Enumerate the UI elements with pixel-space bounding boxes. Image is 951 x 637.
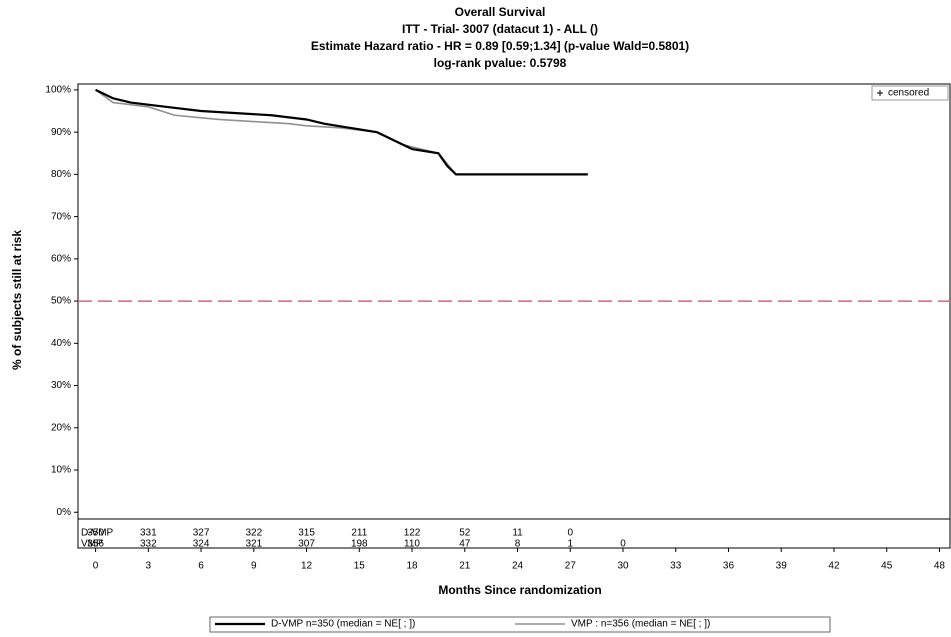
x-tick-label: 12 [301, 561, 313, 572]
x-tick-label: 18 [406, 561, 418, 572]
y-tick-label: 20% [51, 422, 71, 433]
risk-count: 321 [245, 539, 262, 550]
risk-row-label: VMP [81, 539, 103, 550]
y-tick-label: 50% [51, 296, 71, 307]
risk-count: 1 [567, 539, 573, 550]
x-tick-label: 9 [251, 561, 257, 572]
y-tick-label: 10% [51, 465, 71, 476]
y-tick-label: 80% [51, 169, 71, 180]
risk-count: 211 [351, 528, 367, 539]
x-tick-label: 33 [670, 561, 682, 572]
risk-count: 322 [245, 528, 262, 539]
x-tick-label: 0 [93, 561, 99, 572]
y-tick-label: 60% [51, 253, 71, 264]
y-tick-label: 0% [57, 507, 72, 518]
risk-count: 324 [193, 539, 210, 550]
risk-count: 8 [515, 539, 521, 550]
risk-count: 47 [459, 539, 471, 550]
risk-count: 110 [404, 539, 420, 550]
survival-curve [95, 89, 571, 176]
censor-legend [871, 85, 949, 101]
x-tick-label: 15 [354, 561, 366, 572]
x-tick-label: 27 [565, 561, 577, 572]
x-tick-label: 24 [512, 561, 524, 572]
x-tick-label: 21 [459, 561, 471, 572]
risk-count: 0 [620, 539, 626, 550]
x-tick-label: 42 [828, 561, 840, 572]
risk-count: 350 [87, 528, 104, 539]
risk-row-label: D-VMP [81, 528, 114, 539]
risk-count: 11 [512, 528, 523, 539]
risk-count: 122 [404, 528, 421, 539]
chart-subtitle: ITT - Trial- 3007 (datacut 1) - ALL () [402, 22, 598, 36]
y-tick-label: 90% [51, 127, 71, 138]
x-axis-title: Months Since randomization [438, 583, 601, 597]
y-tick-label: 30% [51, 380, 71, 391]
x-tick-label: 39 [776, 561, 788, 572]
x-tick-label: 30 [617, 561, 629, 572]
risk-count: 332 [140, 539, 157, 550]
y-tick-label: 100% [45, 85, 71, 96]
x-tick-label: 6 [198, 561, 204, 572]
x-tick-label: 48 [934, 561, 946, 572]
risk-count: 356 [87, 539, 104, 550]
plot-frame [77, 83, 951, 549]
risk-count: 327 [193, 528, 210, 539]
y-axis-title: % of subjects still at risk [10, 230, 24, 370]
risk-count: 198 [351, 539, 368, 550]
survival-curve [95, 88, 588, 176]
risk-count: 52 [459, 528, 471, 539]
y-tick-label: 70% [51, 211, 71, 222]
legend-label: VMP : n=356 (median = NE[ ; ]) [571, 619, 710, 630]
censor-legend-label: censored [888, 88, 929, 99]
risk-count: 331 [140, 528, 157, 539]
x-tick-label: 36 [723, 561, 735, 572]
chart-title: Overall Survival [455, 5, 546, 19]
risk-count: 307 [298, 539, 315, 550]
legend-label: D-VMP n=350 (median = NE[ ; ]) [271, 619, 415, 630]
chart-subtitle: Estimate Hazard ratio - HR = 0.89 [0.59;… [311, 39, 689, 53]
x-tick-label: 3 [146, 561, 152, 572]
censor-symbol [877, 90, 883, 96]
risk-count: 315 [298, 528, 315, 539]
x-tick-label: 45 [881, 561, 893, 572]
chart-subtitle: log-rank pvalue: 0.5798 [434, 56, 567, 70]
risk-count: 0 [567, 528, 573, 539]
y-tick-label: 40% [51, 338, 71, 349]
